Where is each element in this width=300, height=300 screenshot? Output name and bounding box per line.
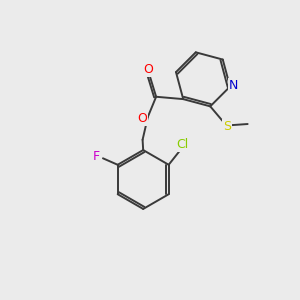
Text: O: O bbox=[143, 63, 153, 76]
Text: S: S bbox=[223, 120, 231, 133]
Text: N: N bbox=[229, 79, 238, 92]
Text: Cl: Cl bbox=[176, 138, 188, 151]
Text: F: F bbox=[93, 150, 100, 163]
Text: O: O bbox=[137, 112, 147, 125]
